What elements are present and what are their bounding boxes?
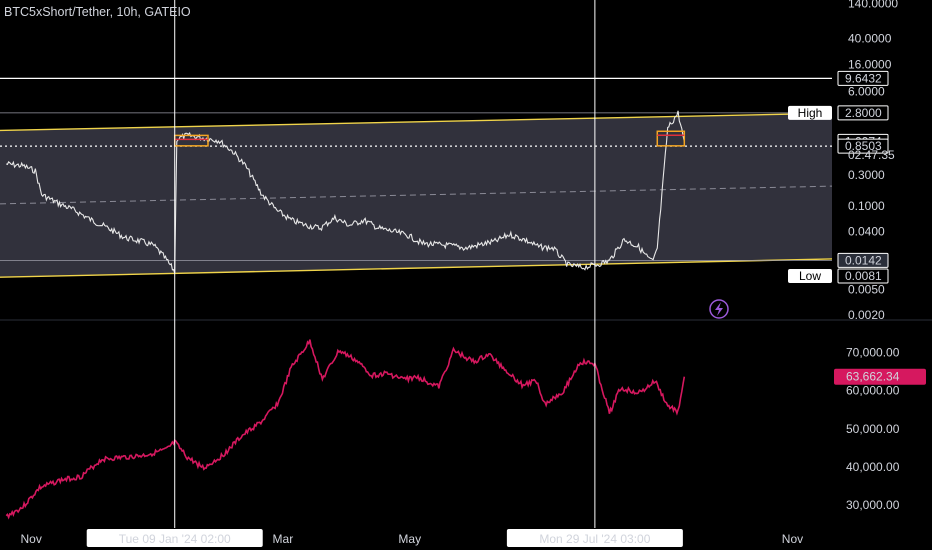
channel-lower-line[interactable] (0, 258, 833, 278)
time-axis-tick: May (398, 532, 421, 546)
price-label-text: 9.6432 (845, 71, 882, 85)
price-tag-low: Low (788, 269, 832, 284)
price-axis-tick: 0.3000 (848, 168, 885, 182)
price-tag-text: Low (799, 269, 821, 283)
time-axis-tick: Mar (273, 532, 294, 546)
price-label-bg (837, 105, 889, 121)
crosshair-label-bg (86, 529, 263, 547)
time-axis-tick: Nov (782, 532, 803, 546)
btc-axis-tick: 60,000.00 (846, 384, 900, 398)
highlight-box-1[interactable] (656, 130, 686, 147)
price-axis-tick: 6.0000 (848, 85, 885, 99)
overlays: 9.6432High2.80001.00740.850302:47:350.01… (86, 0, 926, 547)
crosshair-time-label-1: Mon 29 Jul '24 03:00 (506, 529, 683, 547)
price-label-bg (837, 138, 889, 154)
price-axis-tick: 0.1000 (848, 199, 885, 213)
btc-pane (5, 339, 686, 520)
countdown-label: 02:47:35 (848, 148, 895, 162)
crosshair-label-text: Tue 09 Jan '24 02:00 (119, 532, 231, 546)
price-label-text: 0.8503 (845, 139, 882, 153)
price-label-box: 0.0142 (837, 252, 889, 268)
price-tag-bg (788, 269, 832, 284)
price-label-box: 0.8503 (837, 138, 889, 154)
btc-series-line[interactable] (5, 339, 686, 520)
price-axis-tick: 140.0000 (848, 0, 898, 11)
lightning-icon-ring (709, 299, 729, 319)
price-tag-high: High (788, 105, 832, 120)
price-axis-tick: 0.0400 (848, 224, 885, 238)
btc-axis-tick: 70,000.00 (846, 346, 900, 360)
price-series-line[interactable] (6, 110, 685, 274)
time-axis-tick: Nov (21, 532, 42, 546)
crosshair-label-text: Mon 29 Jul '24 03:00 (539, 532, 650, 546)
price-axis-tick: 16.0000 (848, 57, 892, 71)
lightning-icon-bolt (715, 302, 723, 316)
price-axis-tick: 0.0020 (848, 308, 885, 322)
btc-axis-tick: 50,000.00 (846, 422, 900, 436)
price-label-text: 0.0142 (845, 253, 882, 267)
channel-upper-line[interactable] (0, 112, 833, 132)
price-label-box: 0.0081 (837, 268, 889, 284)
price-axis-tick: 40.0000 (848, 32, 892, 46)
price-label-box: 9.6432 (837, 70, 889, 86)
price-axis-tick: 0.0050 (848, 282, 885, 296)
price-label-bg (837, 70, 889, 86)
btc-axis-tick: 30,000.00 (846, 498, 900, 512)
channel-fill (0, 113, 832, 278)
btc-axis-tick: 40,000.00 (846, 460, 900, 474)
btc-badge-text: 63,662.34 (846, 370, 900, 384)
btc-last-value-badge: 63,662.34 (834, 368, 926, 385)
price-label-box: 2.8000 (837, 105, 889, 121)
channel-mid-line (0, 185, 833, 205)
price-label-bg (837, 268, 889, 284)
lightning-icon[interactable] (709, 299, 729, 319)
chart-title: BTC5xShort/Tether, 10h, GATEIO (4, 5, 191, 19)
price-label-bg (837, 252, 889, 268)
price-pane (0, 77, 833, 278)
btc-badge-bg (834, 368, 926, 385)
price-tag-text: High (798, 106, 823, 120)
crosshair-time-label-0: Tue 09 Jan '24 02:00 (86, 529, 263, 547)
crosshair-label-bg (506, 529, 683, 547)
price-label-text: 0.0081 (845, 269, 882, 283)
price-label-text: 2.8000 (845, 106, 882, 120)
price-tag-bg (788, 105, 832, 120)
